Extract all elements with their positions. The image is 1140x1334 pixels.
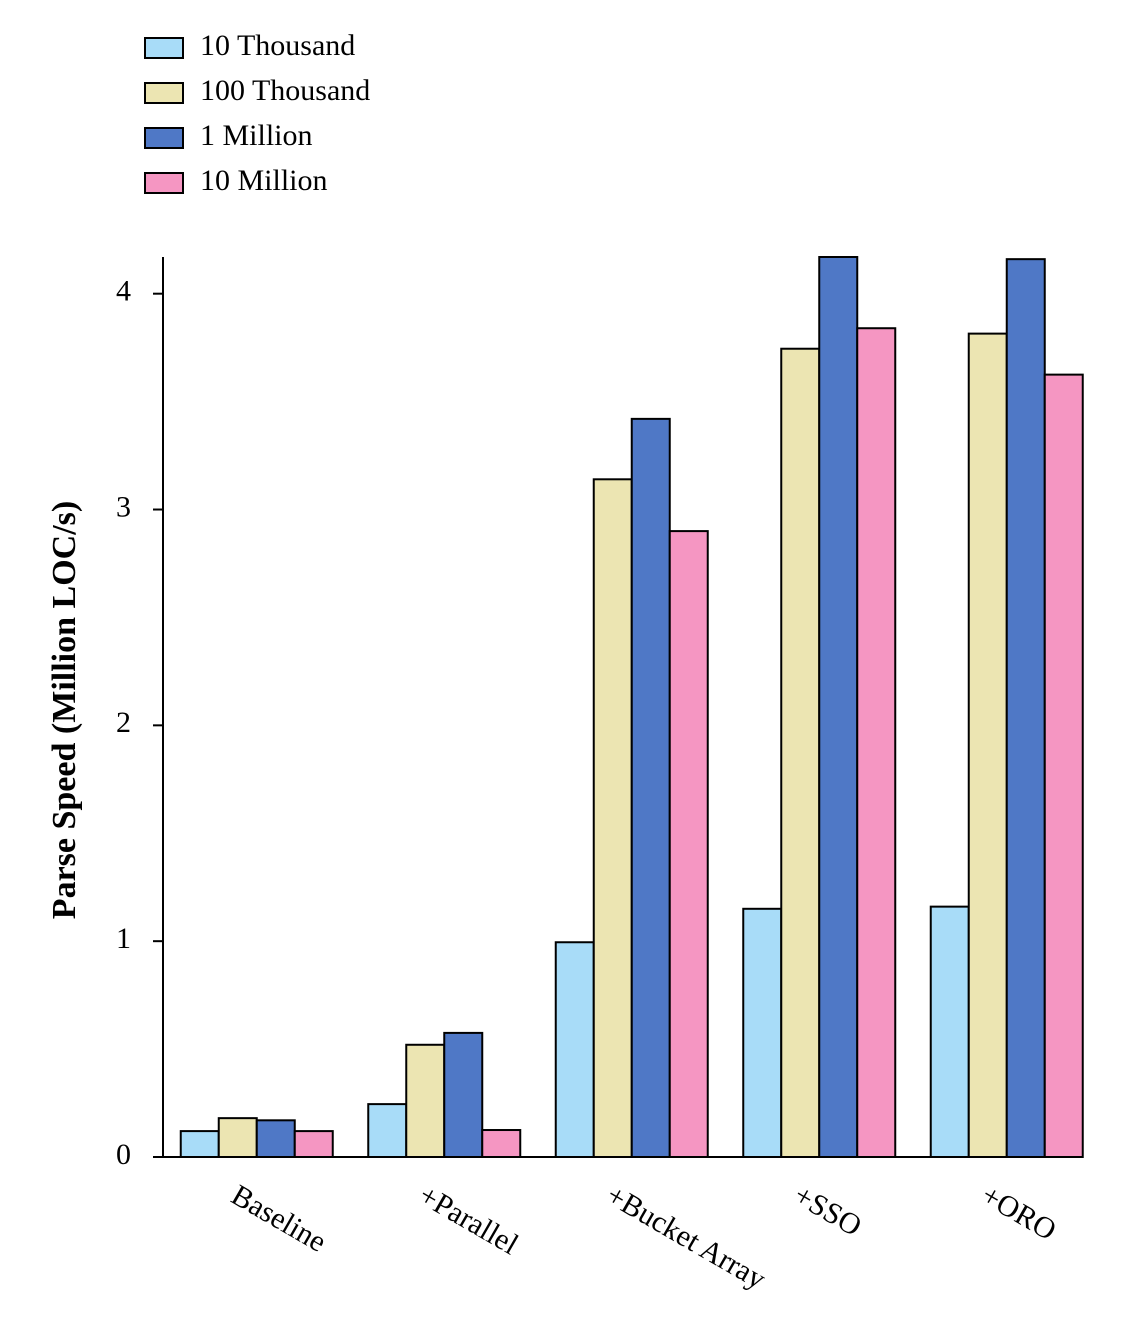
bar — [742, 907, 783, 1159]
bar — [554, 941, 595, 1158]
bar — [967, 332, 1008, 1158]
legend-swatch — [144, 172, 184, 194]
legend-swatch — [144, 127, 184, 149]
bar — [179, 1130, 220, 1158]
legend-swatch — [144, 82, 184, 104]
x-tick-label: +Parallel — [413, 1178, 524, 1261]
bar — [856, 327, 897, 1158]
bar — [929, 905, 970, 1158]
bar — [481, 1129, 522, 1159]
legend-label: 1 Million — [200, 119, 313, 152]
x-tick-label: +ORO — [976, 1178, 1062, 1247]
bar — [668, 530, 709, 1158]
legend-label: 100 Thousand — [200, 74, 370, 107]
bar — [367, 1103, 408, 1159]
x-tick-label: Baseline — [226, 1178, 332, 1258]
bar — [443, 1031, 484, 1159]
x-tick-label: +SSO — [788, 1178, 867, 1243]
y-tick-label: 0 — [116, 1138, 131, 1171]
bar — [293, 1130, 334, 1158]
bar — [818, 256, 859, 1158]
y-tick-label: 4 — [116, 275, 131, 308]
bar — [630, 417, 671, 1159]
legend-label: 10 Thousand — [200, 29, 355, 62]
x-tick-label: +Bucket Array — [601, 1178, 771, 1295]
legend-swatch — [144, 37, 184, 59]
y-tick-label: 3 — [116, 490, 131, 523]
bar — [217, 1117, 258, 1159]
bar — [1043, 373, 1084, 1158]
bar — [1005, 258, 1046, 1158]
bar — [780, 347, 821, 1158]
y-tick-label: 2 — [116, 706, 131, 739]
bar — [255, 1119, 296, 1158]
legend-label: 10 Million — [200, 164, 328, 197]
bar — [592, 478, 633, 1158]
y-tick-label: 1 — [116, 922, 131, 955]
bar — [405, 1043, 446, 1158]
y-axis-label: Parse Speed (Million LOC/s) — [46, 501, 83, 919]
